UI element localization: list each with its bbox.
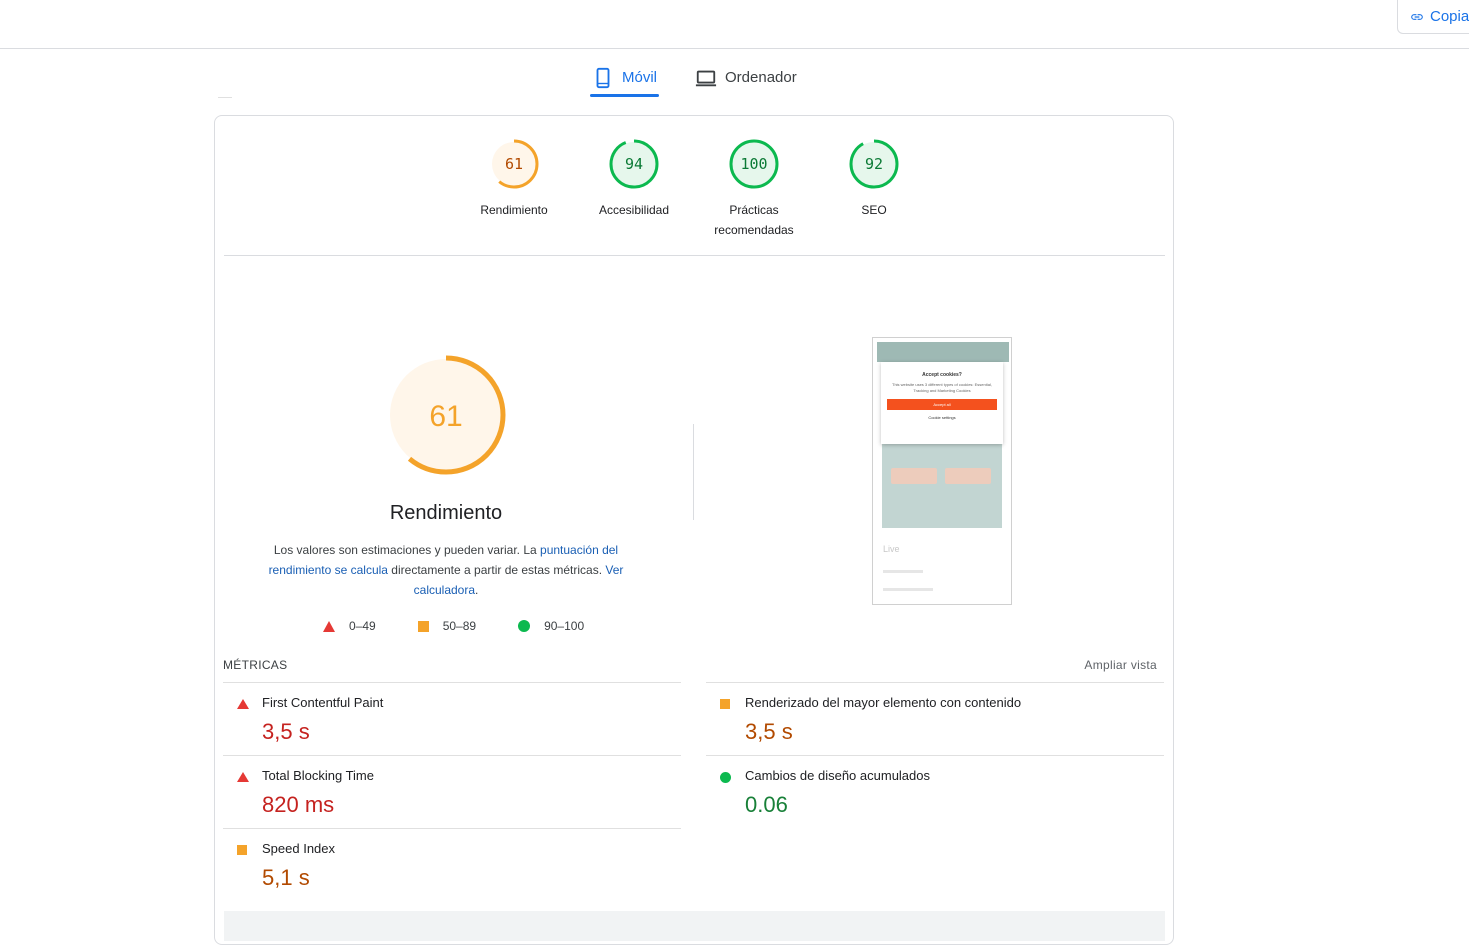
gauge-seo[interactable]: 92 SEO — [814, 138, 934, 220]
desc-text: Los valores son estimaciones y pueden va… — [273, 543, 541, 557]
gauge-score: 94 — [625, 155, 643, 173]
metric-value: 820 ms — [262, 792, 335, 817]
tab-mobile[interactable]: Móvil — [590, 58, 660, 97]
gauge-background — [732, 142, 776, 186]
triangle-icon — [323, 620, 335, 632]
calculator-link[interactable]: Ver calculadora — [413, 563, 624, 597]
gauge-label: Accesibilidad — [598, 203, 670, 217]
legend-average: 50–89 — [417, 619, 477, 633]
metric-lcp: Renderizado del mayor elemento con conte… — [706, 682, 1164, 755]
legend-fail: 0–49 — [323, 619, 376, 633]
metric-value: 3,5 s — [262, 719, 310, 744]
gauge-arc — [849, 139, 899, 189]
cookie-modal-title: Accept cookies? — [922, 372, 962, 378]
expand-view-toggle[interactable]: Ampliar vista — [1084, 658, 1157, 672]
gauge-ring: 92 — [849, 139, 899, 189]
gauge-label: Rendimiento — [480, 203, 548, 217]
metrics-header: MÉTRICAS Ampliar vista — [223, 658, 1157, 672]
metric-value: 5,1 s — [262, 865, 310, 890]
score-calc-link[interactable]: puntuación del rendimiento se calcula — [268, 543, 619, 577]
gauge-label: Prácticas recomendadas — [714, 203, 794, 237]
bottom-strip — [224, 911, 1165, 941]
legend-range: 50–89 — [442, 619, 477, 633]
screenshot-row — [883, 588, 933, 591]
gauge-arc — [729, 139, 779, 189]
gauge-background — [612, 142, 656, 186]
score-legend: 0–49 50–89 90–100 — [323, 619, 626, 633]
laptop-icon — [695, 70, 717, 86]
report-card: 61 Rendimiento 94 Accesibilidad 100 Prác… — [214, 115, 1174, 945]
gauge-score: 61 — [505, 155, 523, 173]
legend-pass: 90–100 — [518, 619, 584, 633]
legend-range: 90–100 — [544, 619, 585, 633]
gauge-arc — [609, 139, 659, 189]
metric-fcp: First Contentful Paint 3,5 s — [223, 682, 681, 755]
performance-title: Rendimiento — [389, 502, 503, 524]
top-bar: Copia — [0, 0, 1469, 49]
screenshot-header — [877, 342, 1009, 362]
fail-triangle-icon — [237, 699, 249, 709]
metric-tbt: Total Blocking Time 820 ms — [223, 755, 681, 828]
device-tabs: Móvil Ordenador — [590, 58, 799, 97]
score-gauges: 61 Rendimiento 94 Accesibilidad 100 Prác… — [215, 116, 1173, 256]
screenshot-pill — [945, 468, 991, 484]
metric-value: 0.06 — [745, 792, 788, 817]
cookie-modal-text: This website uses 3 different types of c… — [892, 382, 992, 393]
gauge-ring: 61 — [489, 139, 539, 189]
metric-name: Renderizado del mayor elemento con conte… — [745, 695, 1022, 710]
cookie-modal: Accept cookies? This website uses 3 diff… — [881, 362, 1003, 444]
live-label: Live — [883, 544, 900, 554]
gauge-score: 92 — [865, 155, 883, 173]
performance-gauge: 61 — [386, 355, 506, 475]
screenshot-pill — [891, 468, 937, 484]
gauge-score: 100 — [740, 155, 767, 173]
tab-desktop-label: Ordenador — [725, 69, 797, 86]
tab-mobile-label: Móvil — [622, 69, 658, 86]
cookie-settings-link: Cookie settings — [928, 415, 956, 420]
gauge-arc — [489, 139, 539, 189]
metric-value: 3,5 s — [745, 719, 793, 744]
copy-label: Copia — [1430, 8, 1469, 25]
performance-score: 61 — [429, 400, 462, 433]
metric-name: Total Blocking Time — [262, 768, 374, 783]
gauge-accessibility[interactable]: 94 Accesibilidad — [574, 138, 694, 220]
gauge-performance[interactable]: 61 Rendimiento — [454, 138, 574, 220]
gauge-ring: 94 — [609, 139, 659, 189]
square-icon — [417, 620, 429, 632]
metric-speed-index: Speed Index 5,1 s — [223, 828, 681, 901]
page-screenshot[interactable]: Accept cookies? This website uses 3 diff… — [872, 337, 1012, 605]
gauge-background — [852, 142, 896, 186]
circle-icon — [518, 620, 531, 632]
metric-name: Speed Index — [262, 841, 336, 856]
link-icon — [1411, 13, 1423, 20]
pass-circle-icon — [720, 772, 731, 783]
desc-text: directamente a partir de estas métricas. — [387, 563, 606, 577]
desc-text: . — [475, 583, 479, 597]
metric-name: First Contentful Paint — [262, 695, 384, 710]
gauge-background — [492, 142, 536, 186]
section-divider — [224, 255, 1165, 256]
gauge-ring: 100 — [729, 139, 779, 189]
legend-range: 0–49 — [349, 619, 376, 633]
metrics-heading: MÉTRICAS — [223, 658, 288, 672]
metric-cls: Cambios de diseño acumulados 0.06 — [706, 755, 1164, 828]
average-square-icon — [237, 845, 247, 855]
average-square-icon — [720, 699, 730, 709]
accept-all-button: Accept all — [887, 399, 997, 410]
screenshot-row — [883, 570, 923, 573]
gauge-label: SEO — [861, 203, 887, 217]
copy-link-button[interactable]: Copia — [1397, 0, 1469, 34]
tab-desktop[interactable]: Ordenador — [693, 58, 799, 97]
metric-name: Cambios de diseño acumulados — [745, 768, 930, 783]
performance-description: Los valores son estimaciones y pueden va… — [265, 540, 627, 600]
gauge-best-practices[interactable]: 100 Prácticas recomendadas — [694, 138, 814, 240]
fail-triangle-icon — [237, 772, 249, 782]
smartphone-icon — [596, 67, 610, 88]
divider — [218, 97, 232, 98]
vertical-divider — [693, 424, 694, 520]
